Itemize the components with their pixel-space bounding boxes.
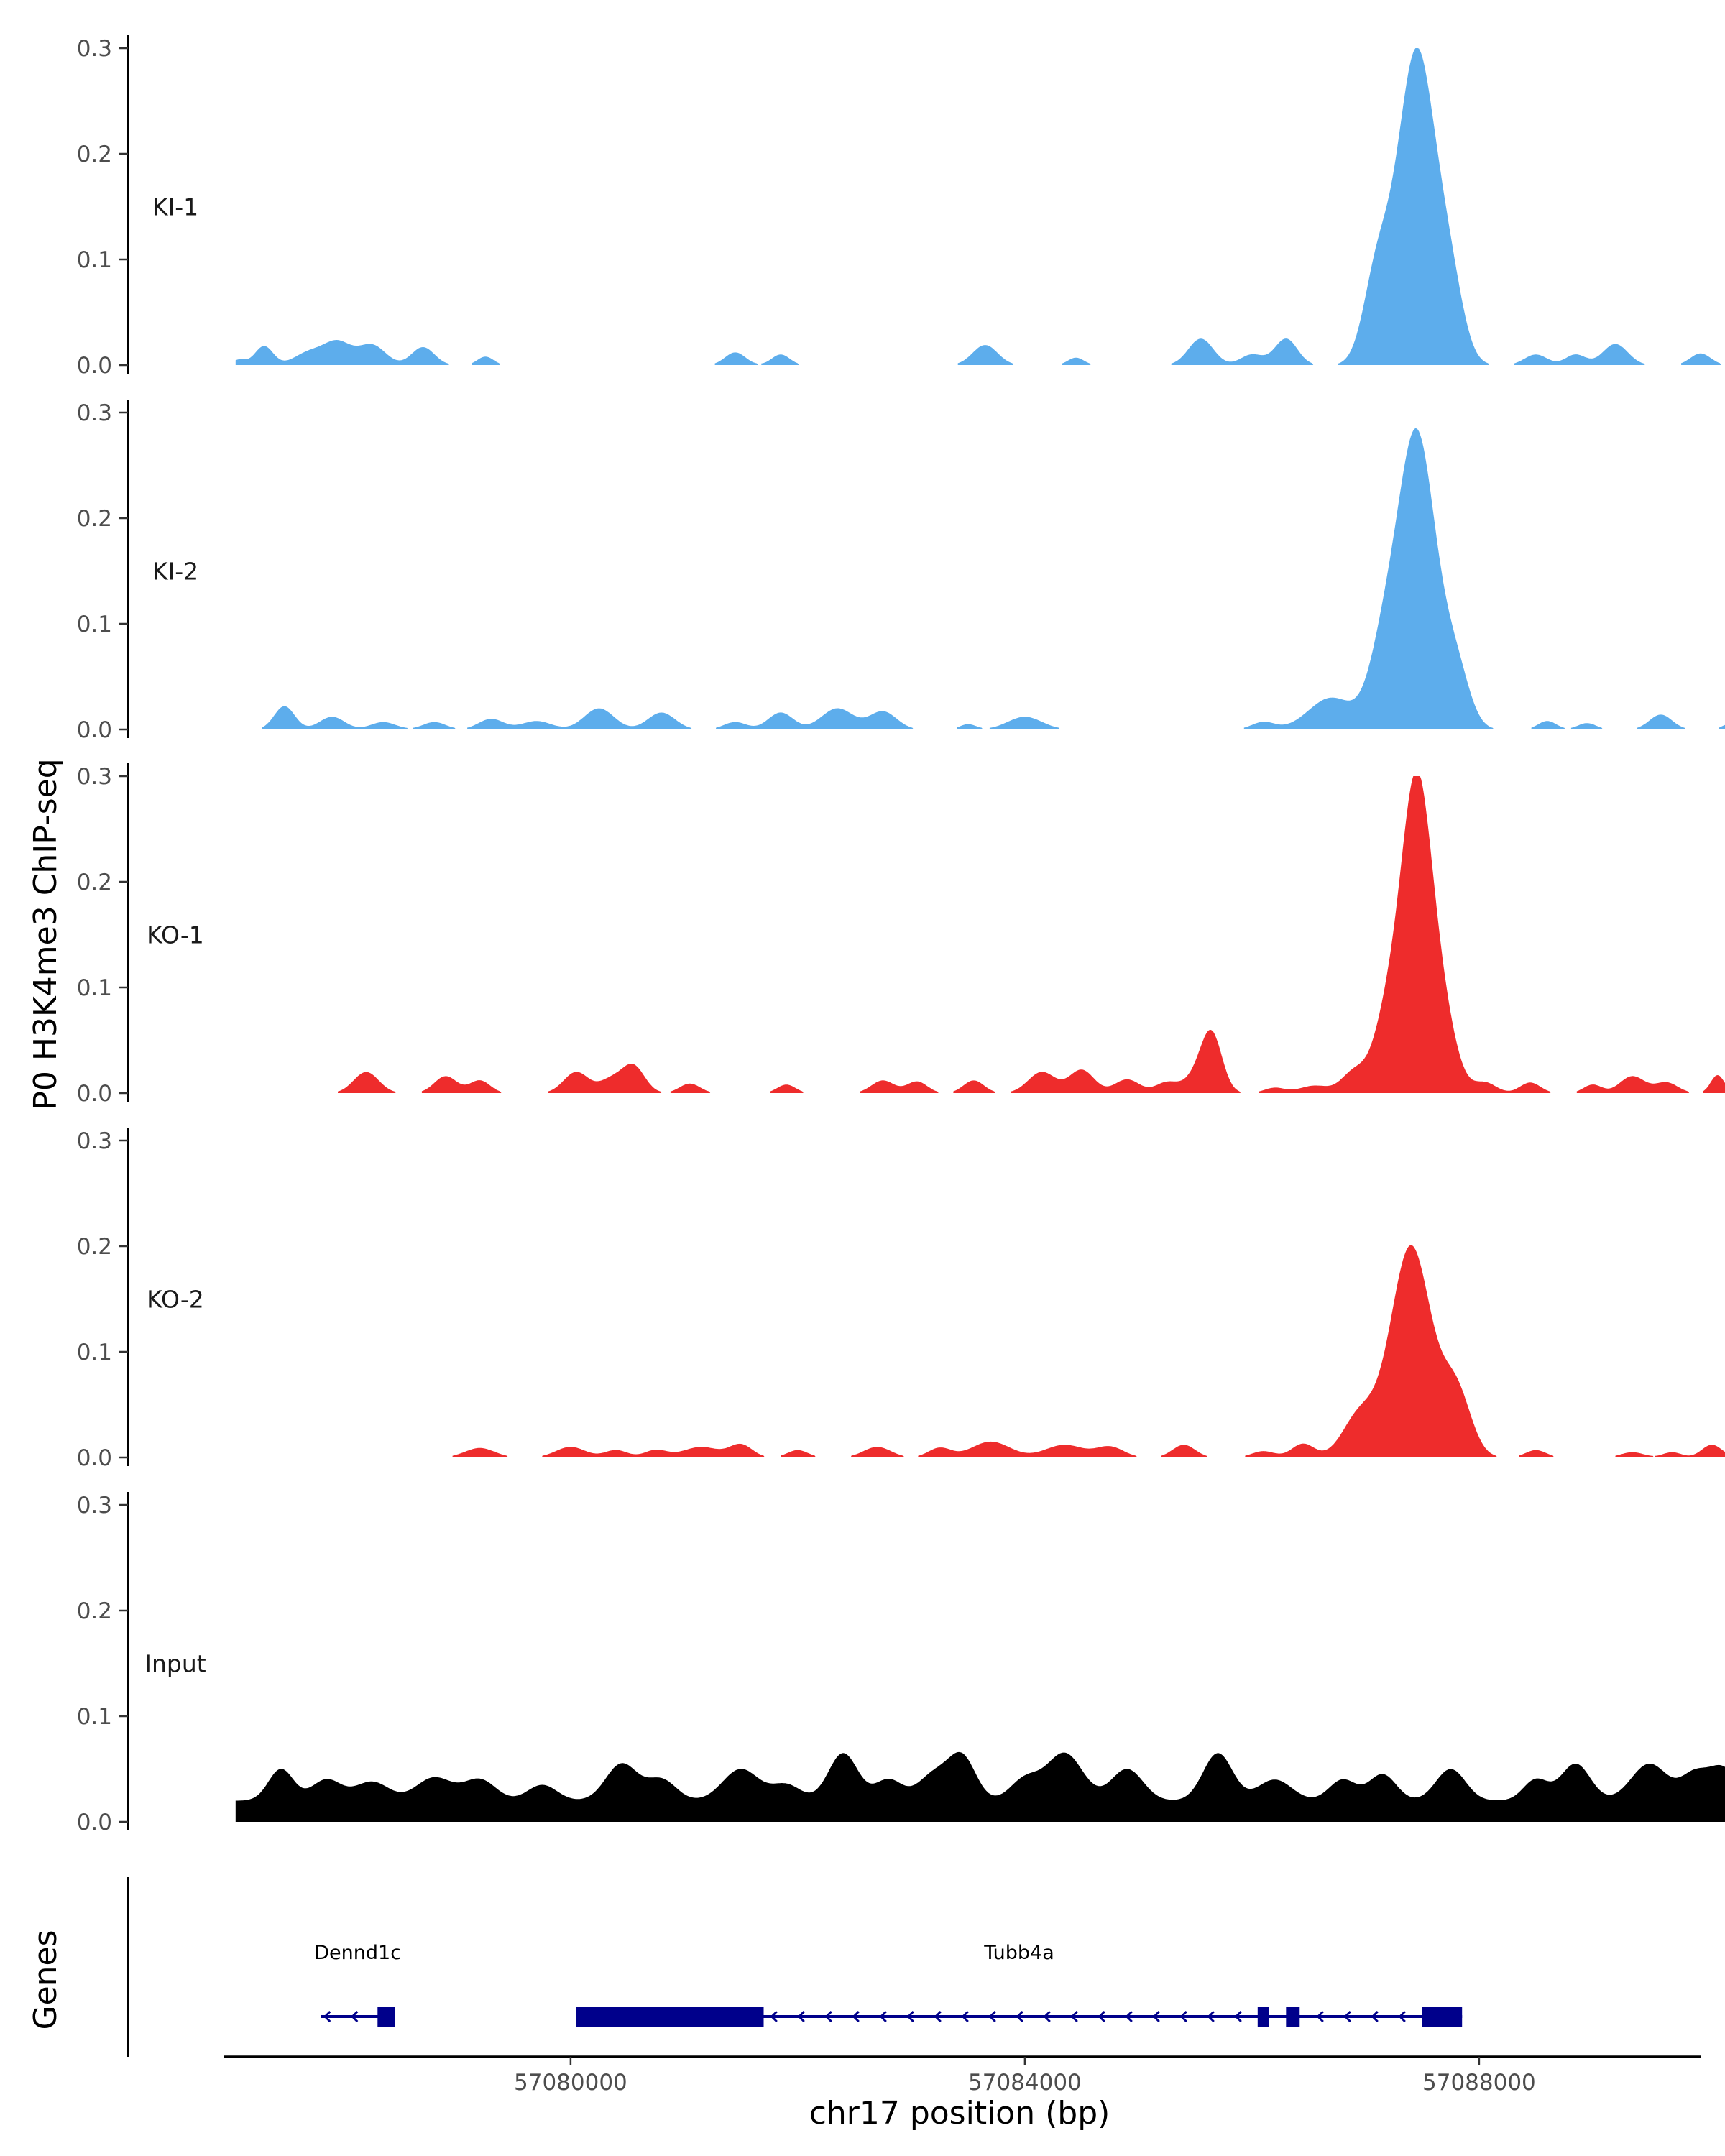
- y-tick-label: 0.1: [77, 247, 112, 273]
- y-axis-title: P0 H3K4me3 ChIP-seq: [27, 758, 64, 1110]
- coverage-area: [338, 776, 1725, 1093]
- coverage-area: [452, 1245, 1725, 1457]
- y-tick-label: 0.3: [77, 764, 112, 790]
- y-tick-label: 0.0: [77, 1445, 112, 1471]
- strand-arrow: [1398, 2010, 1406, 2023]
- y-tick-label: 0.0: [77, 717, 112, 743]
- strand-arrow: [934, 2010, 942, 2023]
- strand-arrow: [1016, 2010, 1024, 2023]
- strand-arrow: [1234, 2010, 1242, 2023]
- strand-arrow: [879, 2010, 887, 2023]
- y-tick-label: 0.0: [77, 353, 112, 379]
- strand-arrow: [961, 2010, 969, 2023]
- y-tick-label: 0.3: [77, 1493, 112, 1519]
- y-tick-label: 0.2: [77, 142, 112, 167]
- strand-arrow: [1152, 2010, 1160, 2023]
- track-label: KO-2: [147, 1286, 204, 1314]
- gene-exon: [377, 2007, 395, 2027]
- y-tick-label: 0.3: [77, 1128, 112, 1154]
- track-label: KO-1: [147, 921, 204, 949]
- gene-exon: [576, 2007, 764, 2027]
- y-tick-label: 0.1: [77, 975, 112, 1001]
- strand-arrow: [797, 2010, 805, 2023]
- y-tick-label: 0.0: [77, 1081, 112, 1107]
- y-tick-label: 0.2: [77, 1598, 112, 1624]
- y-tick-label: 0.2: [77, 870, 112, 895]
- y-tick-label: 0.3: [77, 400, 112, 426]
- strand-arrow: [770, 2010, 778, 2023]
- gene-name-label: Dennd1c: [314, 1942, 401, 1964]
- gene-name-label: Tubb4a: [983, 1942, 1054, 1964]
- y-tick-label: 0.1: [77, 1704, 112, 1730]
- gene-dennd1c: Dennd1c: [314, 1942, 401, 2027]
- genes-axis-title: Genes: [27, 1930, 64, 2030]
- strand-arrow: [852, 2010, 860, 2023]
- gene-exon: [1286, 2007, 1300, 2027]
- y-tick-label: 0.3: [77, 36, 112, 62]
- strand-arrow: [1125, 2010, 1133, 2023]
- track-ki-2: 0.0 0.1 0.2 0.3 KI-2: [77, 400, 1725, 743]
- track-ko-1: 0.0 0.1 0.2 0.3 KO-1: [77, 763, 1725, 1107]
- track-ki-1: 0.0 0.1 0.2 0.3 KI-1: [77, 35, 1721, 379]
- track-label: KI-2: [152, 558, 198, 586]
- coverage-area: [235, 1751, 1725, 1822]
- y-tick-label: 0.1: [77, 1340, 112, 1365]
- y-tick-label: 0.0: [77, 1810, 112, 1835]
- strand-arrow: [323, 2010, 331, 2023]
- strand-arrow: [1070, 2010, 1078, 2023]
- track-label: KI-1: [152, 193, 198, 221]
- y-tick-label: 0.2: [77, 506, 112, 532]
- x-tick-label: 57088000: [1422, 2070, 1536, 2096]
- x-tick-label: 57084000: [968, 2070, 1082, 2096]
- track-input: 0.0 0.1 0.2 0.3 Input: [77, 1492, 1725, 1835]
- strand-arrow: [1316, 2010, 1324, 2023]
- gene-exon: [1422, 2007, 1463, 2027]
- strand-arrow: [906, 2010, 914, 2023]
- track-ko-2: 0.0 0.1 0.2 0.3 KO-2: [77, 1128, 1725, 1471]
- x-tick-label: 57080000: [514, 2070, 627, 2096]
- strand-arrow: [351, 2010, 359, 2023]
- gene-exon: [1257, 2007, 1269, 2027]
- strand-arrow: [1371, 2010, 1379, 2023]
- coverage-area: [262, 428, 1725, 729]
- strand-arrow: [1343, 2010, 1351, 2023]
- track-label: Input: [144, 1650, 206, 1678]
- gene-tubb4a: Tubb4a: [576, 1942, 1463, 2027]
- genes-panel: Dennd1c Tubb4a: [126, 1877, 1463, 2057]
- strand-arrow: [1098, 2010, 1105, 2023]
- strand-arrow: [1043, 2010, 1051, 2023]
- strand-arrow: [824, 2010, 832, 2023]
- coverage-tracks: 0.00.10.20.3KI-10.00.10.20.3KI-20.00.10.…: [77, 35, 1725, 1835]
- strand-arrow: [1207, 2010, 1215, 2023]
- y-tick-label: 0.2: [77, 1234, 112, 1260]
- x-axis: 57080000 57084000 57088000: [224, 2055, 1701, 2096]
- strand-arrow: [1179, 2010, 1187, 2023]
- strand-arrow: [988, 2010, 996, 2023]
- y-tick-label: 0.1: [77, 612, 112, 637]
- coverage-area: [235, 48, 1721, 365]
- x-axis-title: chr17 position (bp): [809, 2095, 1110, 2132]
